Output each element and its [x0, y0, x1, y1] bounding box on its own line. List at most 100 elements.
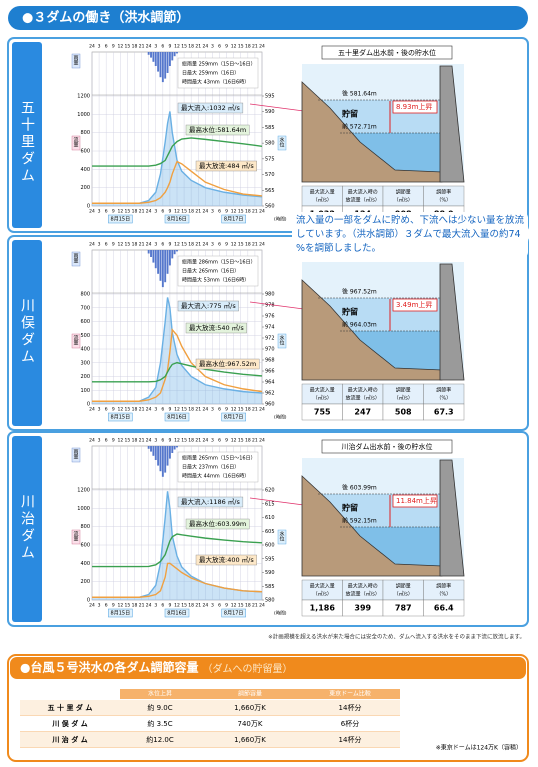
y2-axis-label: 水位	[279, 136, 285, 147]
annotation-box	[177, 496, 244, 508]
rise-label: 8.93m上昇	[396, 102, 432, 111]
rain-bar	[166, 446, 169, 466]
x-tick-label: 15	[125, 603, 131, 609]
dam-body	[439, 263, 465, 381]
rain-info: 時間最大 53mm（16日6時）	[182, 277, 249, 284]
table-cell	[423, 403, 465, 421]
x-tick-label: 24	[259, 209, 265, 215]
x-tick-label: 9	[168, 603, 171, 609]
table-header: 調節量	[396, 387, 411, 394]
bottom-cell: 五 十 里 ダ ム	[48, 703, 93, 712]
x-tick-label: 3	[211, 242, 214, 248]
x-tick-label: 15	[238, 603, 244, 609]
bottom-header: 水位上昇	[148, 690, 172, 698]
x-tick-label: 18	[245, 44, 251, 50]
x-tick-label: 6	[161, 209, 164, 215]
rise-box	[392, 298, 438, 312]
rain-bar	[176, 446, 178, 448]
table-value: 66.4	[434, 604, 454, 613]
panel-label-bg	[12, 436, 42, 622]
x-tick-label: 15	[125, 242, 131, 248]
y2-tick-label: 968	[265, 358, 275, 364]
y-tick-label: 200	[80, 374, 90, 380]
x-tick-label: 9	[112, 44, 115, 50]
rain-bar	[150, 250, 152, 257]
y-tick-label: 1200	[77, 488, 90, 494]
series-line	[92, 533, 263, 568]
rain-info: 時間最大 44mm（16日6時）	[182, 473, 249, 480]
x-tick-label: 18	[245, 242, 251, 248]
x-tick-label: 9	[225, 603, 228, 609]
level-after-label: 後 603.99m	[342, 484, 377, 492]
x-tick-label: 12	[174, 438, 180, 444]
x-tick-label: 21	[252, 407, 258, 413]
x-tick-label: 6	[161, 242, 164, 248]
table-header: 調節率	[436, 387, 451, 394]
x-tick-label: 24	[259, 44, 265, 50]
rain-bar	[173, 446, 176, 450]
series-line	[92, 328, 263, 402]
date-box	[221, 608, 246, 618]
x-tick-label: 3	[154, 44, 157, 50]
rain-info-box	[177, 57, 259, 89]
x-tick-label: 24	[259, 407, 265, 413]
rain-bar	[166, 52, 169, 73]
x-tick-label: 18	[188, 407, 194, 413]
header-title: ●３ダムの働き（洪水調節）	[22, 10, 189, 26]
y-tick-label: 0	[87, 204, 90, 210]
diagram-title: 五十里ダム出水前・後の貯水位	[338, 48, 436, 57]
y2-tick-label: 978	[265, 303, 275, 309]
date-label: 8月16日	[167, 217, 187, 223]
rain-bar	[152, 250, 155, 263]
rain-bar	[166, 250, 169, 274]
x-tick-label: 3	[211, 407, 214, 413]
rain-bar	[173, 250, 176, 255]
rain-bar	[161, 446, 164, 477]
rain-info: 時間最大 43mm（16日6時）	[182, 79, 249, 86]
y2-tick-label: 970	[265, 347, 275, 353]
x-tick-label: 15	[125, 438, 131, 444]
x-tick-label: 15	[238, 407, 244, 413]
x-tick-label: 9	[225, 407, 228, 413]
rain-axis-label: 雨量	[73, 253, 79, 264]
table-header: （㎥/s）	[313, 197, 332, 204]
stored-label: 貯留	[342, 109, 358, 119]
rain-bar	[152, 446, 155, 456]
x-tick-label: 18	[245, 603, 251, 609]
x-tick-label: 12	[117, 407, 123, 413]
x-tick-label: 12	[174, 603, 180, 609]
ground	[301, 279, 443, 381]
y2-tick-label: 560	[265, 204, 275, 210]
inflow-area	[92, 111, 262, 206]
level-before-label: 前 572.71m	[342, 123, 377, 131]
date-label: 8月17日	[224, 415, 244, 421]
x-tick-label: 24	[89, 407, 95, 413]
bottom-row	[20, 700, 400, 715]
y2-tick-label: 610	[265, 515, 275, 521]
annotation: 最高水位:581.64m	[189, 125, 246, 134]
series-line	[92, 111, 263, 204]
bottom-cell: 740万K	[238, 720, 263, 728]
x-tick-label: 24	[89, 603, 95, 609]
y2-tick-label: 585	[265, 584, 275, 590]
annotation-box	[177, 102, 244, 114]
x-tick-label: 18	[188, 242, 194, 248]
rain-bar	[159, 446, 162, 472]
stored-label: 貯留	[342, 307, 358, 317]
y2-tick-label: 974	[265, 325, 275, 331]
x-tick-label: 24	[89, 44, 95, 50]
x-tick-label: 12	[174, 242, 180, 248]
x-tick-label: 9	[112, 242, 115, 248]
bottom-header: 調節容量	[238, 690, 262, 698]
x-tick-label: 6	[218, 407, 221, 413]
x-tick-label: 21	[252, 438, 258, 444]
x-tick-label: 9	[112, 438, 115, 444]
x-tick-label: 15	[181, 438, 187, 444]
x-tick-label: 21	[195, 603, 201, 609]
x-tick-label: 9	[225, 44, 228, 50]
annotation: 最高水位:603.99m	[189, 519, 246, 528]
y-tick-label: 800	[80, 524, 90, 530]
x-tick-label: 24	[202, 44, 208, 50]
x-tick-label: 21	[195, 242, 201, 248]
